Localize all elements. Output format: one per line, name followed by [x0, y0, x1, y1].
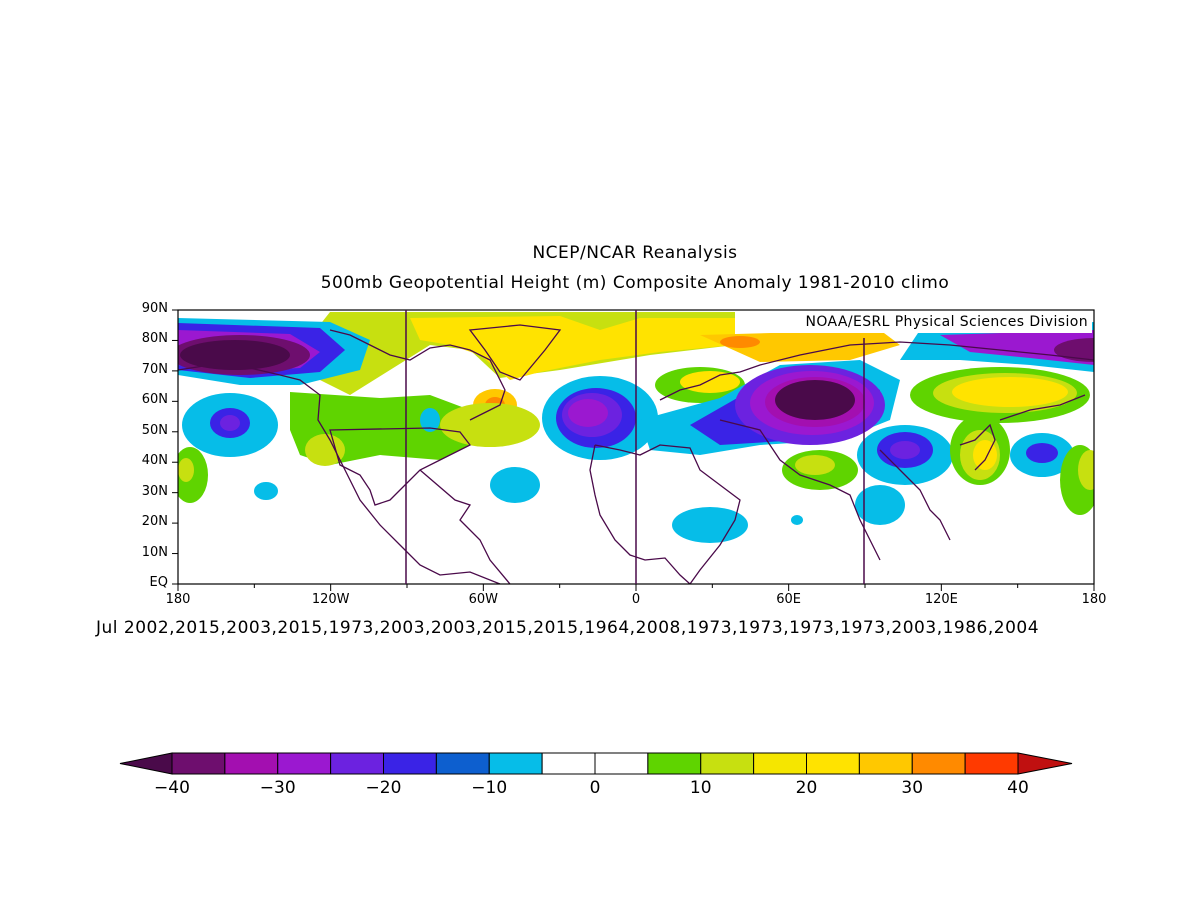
lon-label: 0 [631, 592, 641, 607]
colorbar-segment [171, 752, 226, 775]
colorbar-segment [647, 752, 702, 775]
colorbar-high-triangle [1017, 752, 1073, 775]
composite-dates: Jul 2002,2015,2003,2015,1973,2003,2003,2… [96, 618, 1040, 638]
colorbar-segment [488, 752, 543, 775]
colorbar-label: −20 [365, 778, 402, 798]
lat-label: 80N [141, 331, 168, 347]
colorbar-segment [541, 752, 596, 775]
colorbar-segment [330, 752, 384, 775]
chart-subtitle: 500mb Geopotential Height (m) Composite … [320, 273, 950, 293]
lon-label: 120W [311, 592, 350, 607]
colorbar-segment [858, 752, 913, 775]
credit-label: NOAA/ESRL Physical Sciences Division [736, 311, 1092, 333]
coastlines [178, 324, 1094, 584]
lat-label: 30N [141, 483, 168, 499]
lat-label: EQ [149, 575, 168, 590]
lon-label: 60E [776, 592, 802, 607]
colorbar-segment [806, 752, 860, 775]
anomaly-field [178, 310, 1094, 584]
colorbar-label: −10 [471, 778, 508, 798]
colorbar-label: 40 [1007, 778, 1029, 798]
colorbar-label: 30 [901, 778, 924, 798]
colorbar-low-triangle [119, 752, 173, 775]
lon-label: 120E [924, 592, 958, 607]
colorbar-label: 20 [795, 778, 818, 798]
lon-label: 180 [1081, 592, 1107, 607]
lat-label: 40N [141, 453, 168, 469]
colorbar-label: −30 [259, 778, 296, 798]
lon-label: 180 [165, 592, 191, 607]
colorbar-label: 10 [689, 778, 712, 798]
colorbar-segment [594, 752, 649, 775]
chart-title: NCEP/NCAR Reanalysis [532, 243, 738, 263]
colorbar-segment [964, 752, 1019, 775]
colorbar-segment [700, 752, 755, 775]
axis-ticks [172, 309, 1095, 591]
lon-label: 60W [468, 592, 499, 607]
colorbar-label: 0 [589, 778, 601, 798]
lat-label: 10N [141, 544, 168, 560]
lat-label: 90N [141, 301, 168, 316]
colorbar [119, 752, 1073, 775]
colorbar-segment [753, 752, 807, 775]
lat-label: 20N [141, 514, 168, 530]
colorbar-segment [277, 752, 332, 775]
colorbar-segment [911, 752, 966, 775]
colorbar-segment [435, 752, 490, 775]
colorbar-segment [224, 752, 279, 775]
lat-label: 60N [141, 392, 168, 408]
colorbar-segment [383, 752, 437, 775]
lat-label: 70N [141, 361, 168, 377]
lat-label: 50N [141, 422, 168, 438]
colorbar-label: −40 [154, 778, 190, 798]
